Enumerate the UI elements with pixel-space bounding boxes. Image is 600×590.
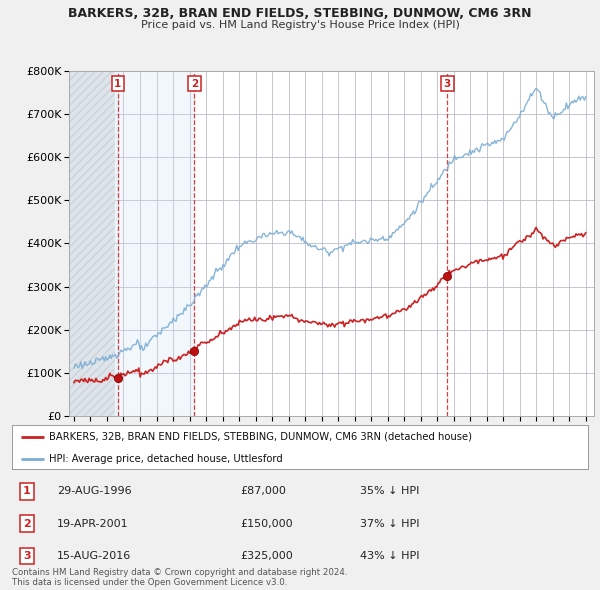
Text: 1: 1 [23, 486, 31, 496]
Bar [69, 71, 118, 416]
Text: £87,000: £87,000 [240, 486, 286, 496]
Text: 3: 3 [23, 551, 31, 561]
Text: 2: 2 [191, 78, 198, 88]
Text: Price paid vs. HM Land Registry's House Price Index (HPI): Price paid vs. HM Land Registry's House … [140, 20, 460, 30]
Text: HPI: Average price, detached house, Uttlesford: HPI: Average price, detached house, Uttl… [49, 454, 283, 464]
Text: BARKERS, 32B, BRAN END FIELDS, STEBBING, DUNMOW, CM6 3RN: BARKERS, 32B, BRAN END FIELDS, STEBBING,… [68, 7, 532, 20]
Text: 35% ↓ HPI: 35% ↓ HPI [360, 486, 419, 496]
Text: 19-APR-2001: 19-APR-2001 [57, 519, 128, 529]
Text: Contains HM Land Registry data © Crown copyright and database right 2024.
This d: Contains HM Land Registry data © Crown c… [12, 568, 347, 587]
Text: 2: 2 [23, 519, 31, 529]
Bar [118, 71, 194, 416]
Text: 3: 3 [444, 78, 451, 88]
Text: 15-AUG-2016: 15-AUG-2016 [57, 551, 131, 561]
Text: £150,000: £150,000 [240, 519, 293, 529]
Text: 43% ↓ HPI: 43% ↓ HPI [360, 551, 419, 561]
Text: BARKERS, 32B, BRAN END FIELDS, STEBBING, DUNMOW, CM6 3RN (detached house): BARKERS, 32B, BRAN END FIELDS, STEBBING,… [49, 432, 472, 442]
Text: £325,000: £325,000 [240, 551, 293, 561]
Bar [69, 71, 115, 416]
Text: 37% ↓ HPI: 37% ↓ HPI [360, 519, 419, 529]
Text: 29-AUG-1996: 29-AUG-1996 [57, 486, 131, 496]
Text: 1: 1 [114, 78, 121, 88]
